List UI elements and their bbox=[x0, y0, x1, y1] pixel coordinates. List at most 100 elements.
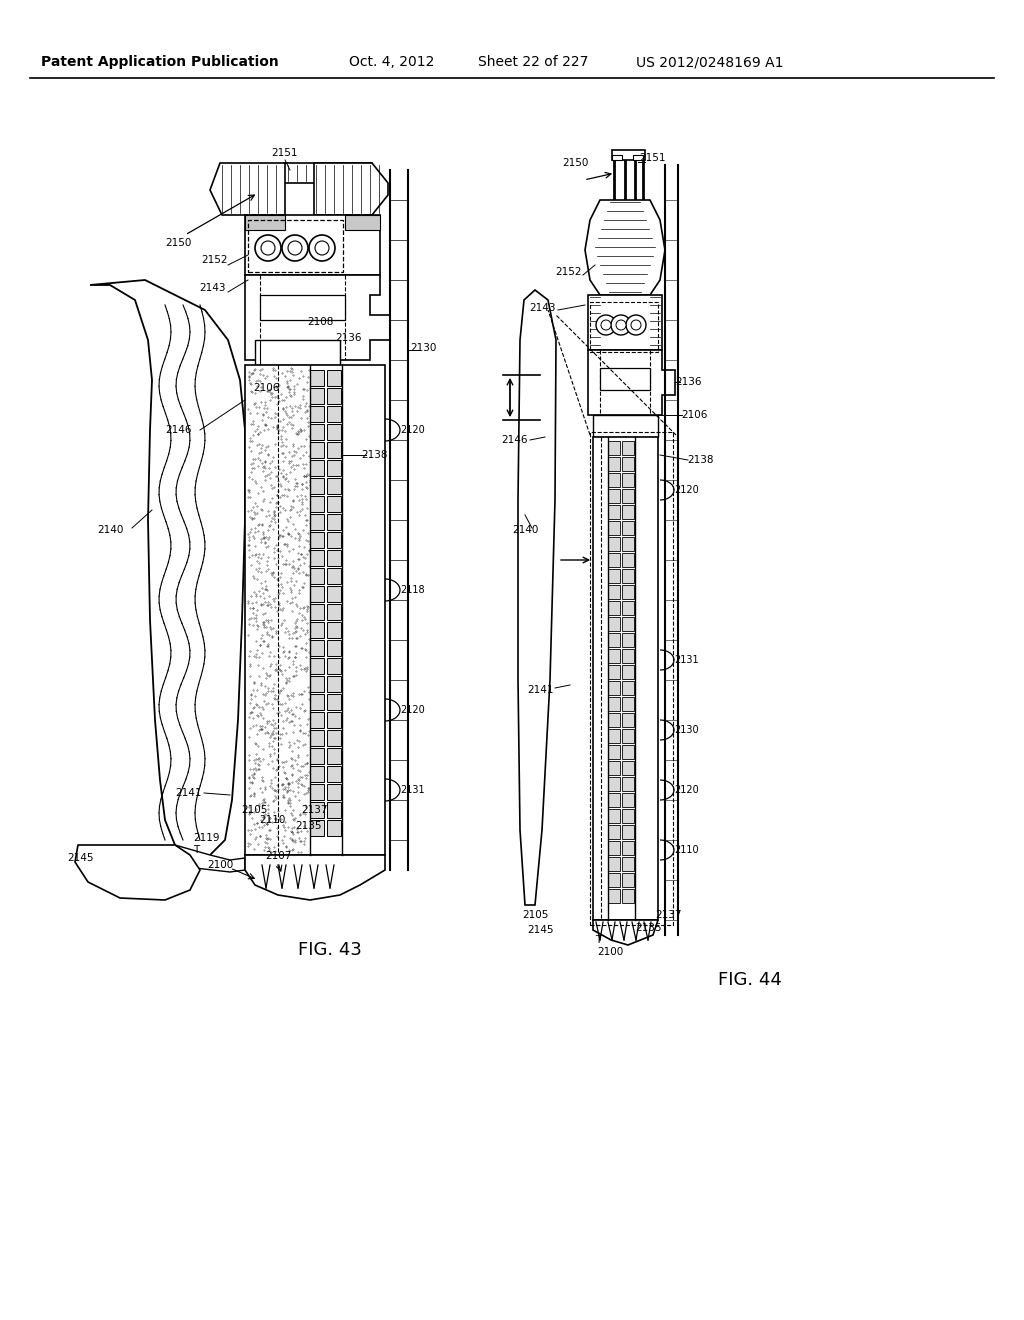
Bar bbox=[310, 568, 324, 583]
Bar bbox=[260, 294, 345, 319]
Bar bbox=[327, 370, 341, 385]
Bar bbox=[327, 820, 341, 836]
Bar bbox=[608, 857, 620, 871]
Text: T: T bbox=[595, 935, 601, 945]
Bar bbox=[327, 513, 341, 531]
Bar bbox=[622, 601, 634, 615]
Bar bbox=[327, 388, 341, 404]
Text: 2143: 2143 bbox=[529, 304, 556, 313]
Circle shape bbox=[315, 242, 329, 255]
Bar bbox=[633, 154, 643, 160]
Bar bbox=[327, 407, 341, 422]
Bar bbox=[327, 586, 341, 602]
Text: 2150: 2150 bbox=[165, 238, 191, 248]
Text: 2100: 2100 bbox=[207, 861, 233, 870]
Bar bbox=[622, 569, 634, 583]
Bar bbox=[608, 777, 620, 791]
Polygon shape bbox=[245, 275, 390, 360]
Bar bbox=[622, 473, 634, 487]
Text: 2105: 2105 bbox=[241, 805, 267, 814]
Circle shape bbox=[631, 319, 641, 330]
Bar bbox=[327, 694, 341, 710]
Polygon shape bbox=[245, 215, 285, 230]
Bar bbox=[622, 841, 634, 855]
Text: 2141: 2141 bbox=[527, 685, 554, 696]
Text: 2152: 2152 bbox=[555, 267, 582, 277]
Bar bbox=[622, 713, 634, 727]
Bar bbox=[622, 616, 634, 631]
Bar bbox=[327, 676, 341, 692]
Polygon shape bbox=[314, 162, 388, 215]
Text: Patent Application Publication: Patent Application Publication bbox=[41, 55, 279, 69]
Text: 2119: 2119 bbox=[194, 833, 220, 843]
Bar bbox=[608, 537, 620, 550]
Polygon shape bbox=[245, 855, 385, 900]
Text: 2131: 2131 bbox=[674, 655, 698, 665]
Bar bbox=[622, 441, 634, 455]
Bar bbox=[310, 640, 324, 656]
Bar bbox=[255, 341, 340, 366]
Bar bbox=[310, 803, 324, 818]
Bar bbox=[622, 457, 634, 471]
Bar bbox=[310, 532, 324, 548]
Polygon shape bbox=[245, 366, 385, 855]
Polygon shape bbox=[155, 845, 245, 873]
Text: 2106: 2106 bbox=[253, 383, 280, 393]
Bar bbox=[590, 432, 673, 925]
Bar bbox=[327, 730, 341, 746]
Bar bbox=[622, 521, 634, 535]
Bar bbox=[608, 873, 620, 887]
Bar bbox=[608, 634, 620, 647]
Circle shape bbox=[309, 235, 335, 261]
Circle shape bbox=[261, 242, 275, 255]
Bar bbox=[608, 488, 620, 503]
Bar bbox=[608, 441, 620, 455]
Text: 2141: 2141 bbox=[175, 788, 202, 799]
Text: 2131: 2131 bbox=[400, 785, 425, 795]
Bar bbox=[608, 665, 620, 678]
Text: 2138: 2138 bbox=[687, 455, 714, 465]
Bar bbox=[612, 150, 645, 160]
Bar bbox=[310, 407, 324, 422]
Bar bbox=[327, 622, 341, 638]
Polygon shape bbox=[593, 437, 658, 920]
Bar bbox=[622, 537, 634, 550]
Bar bbox=[310, 694, 324, 710]
Bar bbox=[622, 697, 634, 711]
Bar bbox=[327, 568, 341, 583]
Bar bbox=[310, 370, 324, 385]
Bar bbox=[593, 414, 658, 437]
Bar bbox=[310, 766, 324, 781]
Text: Sheet 22 of 227: Sheet 22 of 227 bbox=[478, 55, 588, 69]
Bar bbox=[327, 442, 341, 458]
Bar bbox=[608, 521, 620, 535]
Bar bbox=[600, 368, 650, 389]
Text: 2145: 2145 bbox=[67, 853, 93, 863]
Text: 2110: 2110 bbox=[259, 814, 286, 825]
Bar bbox=[622, 809, 634, 822]
Bar bbox=[622, 857, 634, 871]
Bar bbox=[608, 569, 620, 583]
Polygon shape bbox=[593, 920, 658, 945]
Bar bbox=[327, 532, 341, 548]
Bar bbox=[622, 649, 634, 663]
Text: 2100: 2100 bbox=[597, 946, 624, 957]
Text: 2152: 2152 bbox=[202, 255, 228, 265]
Bar bbox=[622, 762, 634, 775]
Text: 2107: 2107 bbox=[265, 851, 291, 861]
Text: 2136: 2136 bbox=[675, 378, 701, 387]
Bar bbox=[327, 478, 341, 494]
Bar bbox=[590, 302, 658, 352]
Bar bbox=[327, 766, 341, 781]
Text: FIG. 43: FIG. 43 bbox=[298, 941, 361, 960]
Bar bbox=[608, 825, 620, 840]
Circle shape bbox=[255, 235, 281, 261]
Bar bbox=[284, 162, 372, 183]
Text: 2120: 2120 bbox=[400, 705, 425, 715]
Bar bbox=[310, 748, 324, 764]
Polygon shape bbox=[75, 845, 200, 900]
Circle shape bbox=[288, 242, 302, 255]
Bar bbox=[327, 748, 341, 764]
Bar bbox=[622, 681, 634, 696]
Bar bbox=[622, 825, 634, 840]
